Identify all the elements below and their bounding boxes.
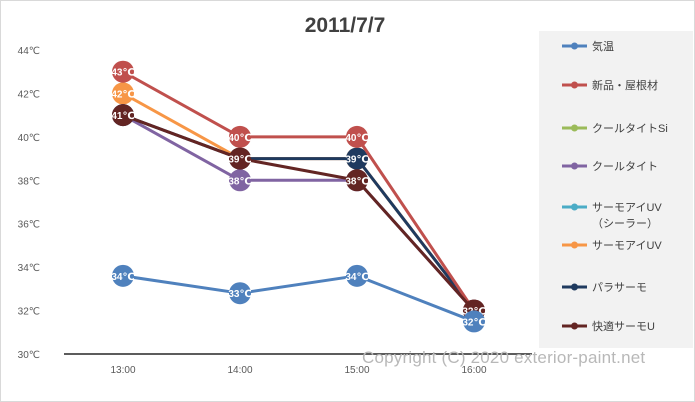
data-label: 34℃ (345, 272, 368, 283)
series-line (122, 113, 476, 312)
watermark: Copyright (C) 2020 exterior-paint.net (362, 348, 646, 367)
legend-marker (571, 124, 578, 132)
data-label: 39℃ (345, 155, 368, 166)
y-tick-label: 42℃ (18, 89, 40, 100)
legend-marker (571, 241, 578, 249)
data-point (229, 147, 251, 170)
data-label: 38℃ (345, 176, 368, 187)
legend-label: クールタイトSi (592, 122, 668, 135)
data-point (346, 264, 368, 287)
legend-label: パラサーモ (592, 281, 647, 294)
data-point (112, 60, 134, 83)
y-tick-label: 32℃ (18, 307, 40, 318)
legend-marker (571, 203, 578, 211)
y-tick-label: 36℃ (18, 220, 40, 231)
data-point (346, 125, 368, 148)
y-tick-label: 30℃ (18, 350, 40, 361)
legend-label: （シーラー） (592, 217, 658, 230)
y-tick-label: 40℃ (18, 133, 40, 144)
y-tick-label: 44℃ (18, 46, 40, 57)
data-point (346, 169, 368, 192)
data-point (229, 125, 251, 148)
chart-title: 2011/7/7 (304, 14, 386, 37)
series-line (122, 113, 476, 312)
data-label: 41℃ (111, 111, 134, 122)
legend-label: サーモアイUV (592, 201, 662, 214)
data-point (229, 282, 251, 305)
legend-marker (571, 42, 578, 50)
data-label: 42℃ (111, 89, 134, 100)
data-label: 32℃ (462, 317, 485, 328)
data-label: 43℃ (111, 68, 134, 79)
data-point (229, 169, 251, 192)
legend-label: サーモアイUV (592, 239, 662, 252)
legend-label: 快適サーモU (592, 319, 655, 333)
y-tick-label: 38℃ (18, 176, 40, 187)
data-point (112, 82, 134, 105)
legend-marker (571, 162, 578, 170)
series-line (122, 274, 475, 323)
legend-label: 新品・屋根材 (592, 78, 658, 92)
data-point (112, 104, 134, 127)
x-tick-label: 15:00 (344, 365, 369, 376)
legend-marker (571, 322, 578, 330)
legend-label: クールタイト (592, 160, 658, 173)
data-point (346, 147, 368, 170)
legend-marker (571, 283, 578, 291)
data-label: 40℃ (228, 133, 251, 144)
data-label: 38℃ (228, 176, 251, 187)
x-tick-label: 14:00 (227, 365, 252, 376)
data-label: 33℃ (228, 289, 251, 300)
legend-label: 気温 (592, 39, 614, 53)
data-point (463, 310, 485, 333)
series-line (122, 70, 476, 312)
y-tick-label: 34℃ (18, 263, 40, 274)
x-tick-label: 16:00 (461, 365, 486, 376)
series-line (122, 92, 476, 312)
x-tick-label: 13:00 (110, 365, 135, 376)
legend-marker (571, 81, 578, 89)
data-label: 39℃ (228, 155, 251, 166)
data-label: 40℃ (345, 133, 368, 144)
data-point (112, 264, 134, 287)
data-label: 34℃ (111, 272, 134, 283)
